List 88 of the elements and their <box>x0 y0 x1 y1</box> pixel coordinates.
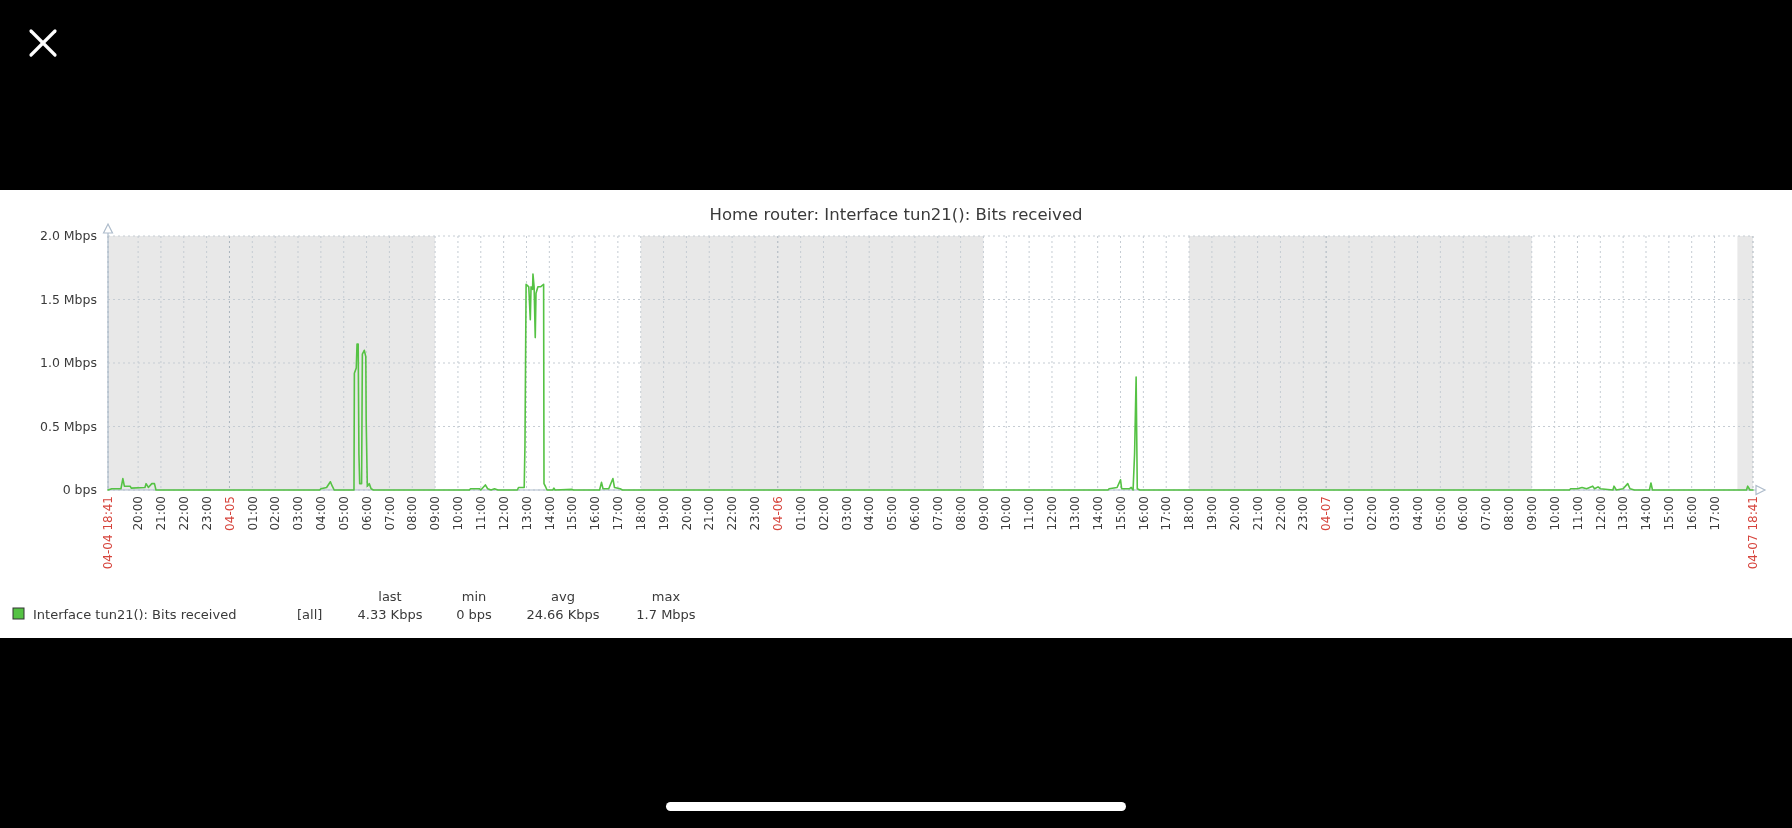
x-tick-label: 14:00 <box>1090 496 1105 531</box>
x-tick-label: 23:00 <box>748 496 763 531</box>
x-tick-label: 03:00 <box>1387 496 1402 531</box>
x-tick-label: 12:00 <box>496 496 511 531</box>
x-tick-label: 06:00 <box>1456 496 1471 531</box>
x-tick-label: 03:00 <box>839 496 854 531</box>
x-tick-label: 01:00 <box>245 496 260 531</box>
x-tick-label: 22:00 <box>176 496 191 531</box>
x-tick-label: 21:00 <box>702 496 717 531</box>
x-tick-label: 04-07 18:41 <box>1746 496 1761 570</box>
x-tick-label: 02:00 <box>1365 496 1380 531</box>
x-tick-label: 19:00 <box>656 496 671 531</box>
y-tick-label: 0 bps <box>62 482 97 498</box>
text: 0 bps <box>456 607 493 622</box>
chart-title: Home router: Interface tun21(): Bits received <box>709 205 1083 224</box>
x-tick-label: 21:00 <box>1250 496 1265 531</box>
x-tick-label: 15:00 <box>1113 496 1128 531</box>
x-tick-label: 04-04 18:41 <box>101 496 116 570</box>
x-tick-label: 09:00 <box>1524 496 1539 531</box>
y-tick-label: 1.5 Mbps <box>39 291 97 307</box>
x-tick-label: 04:00 <box>1410 496 1425 531</box>
x-tick-label: 11:00 <box>473 496 488 531</box>
x-tick-label: 11:00 <box>1022 496 1037 531</box>
x-tick-label: 09:00 <box>976 496 991 531</box>
x-tick-label: 20:00 <box>1227 496 1242 531</box>
x-tick-label: 10:00 <box>1547 496 1562 531</box>
x-tick-label: 22:00 <box>1273 496 1288 531</box>
x-tick-label: 23:00 <box>199 496 214 531</box>
x-tick-label: 10:00 <box>451 496 466 531</box>
x-tick-label: 02:00 <box>816 496 831 531</box>
x-tick-label: 12:00 <box>1045 496 1060 531</box>
text: 24.66 Kbps <box>526 607 600 622</box>
x-tick-label: 18:00 <box>1182 496 1197 531</box>
x-tick-label: 16:00 <box>1684 496 1699 531</box>
x-tick-label: 02:00 <box>268 496 283 531</box>
x-tick-label: 13:00 <box>1616 496 1631 531</box>
text: 1.7 Mbps <box>636 607 696 622</box>
x-tick-label: 20:00 <box>131 496 146 531</box>
x-tick-label: 04-05 <box>222 496 237 531</box>
x-tick-label: 10:00 <box>999 496 1014 531</box>
x-tick-label: 07:00 <box>1479 496 1494 531</box>
x-tick-label: 07:00 <box>930 496 945 531</box>
x-tick-label: 04-07 <box>1319 496 1334 531</box>
x-tick-label: 06:00 <box>359 496 374 531</box>
x-tick-label: 13:00 <box>519 496 534 531</box>
text: min <box>461 589 487 604</box>
x-tick-label: 06:00 <box>908 496 923 531</box>
x-tick-label: 08:00 <box>953 496 968 531</box>
x-tick-label: 03:00 <box>291 496 306 531</box>
text: [all] <box>297 607 323 622</box>
x-tick-label: 07:00 <box>382 496 397 531</box>
x-tick-label: 04:00 <box>862 496 877 531</box>
x-tick-label: 11:00 <box>1570 496 1585 531</box>
x-tick-label: 16:00 <box>1136 496 1151 531</box>
x-tick-label: 01:00 <box>793 496 808 531</box>
y-tick-label: 2.0 Mbps <box>39 228 97 244</box>
x-tick-label: 14:00 <box>542 496 557 531</box>
x-tick-label: 16:00 <box>588 496 603 531</box>
x-tick-label: 15:00 <box>1662 496 1677 531</box>
x-tick-label: 17:00 <box>611 496 626 531</box>
x-tick-label: 05:00 <box>1433 496 1448 531</box>
x-tick-label: 23:00 <box>1296 496 1311 531</box>
y-tick-label: 0.5 Mbps <box>39 418 97 434</box>
x-tick-label: 21:00 <box>154 496 169 531</box>
x-tick-label: 04-06 <box>771 496 785 531</box>
x-tick-label: 05:00 <box>885 496 900 531</box>
x-tick-label: 09:00 <box>428 496 443 531</box>
x-tick-label: 17:00 <box>1707 496 1722 531</box>
x-tick-label: 01:00 <box>1342 496 1357 531</box>
x-tick-label: 22:00 <box>725 496 740 531</box>
x-tick-label: 18:00 <box>633 496 648 531</box>
text: avg <box>551 589 575 604</box>
text: last <box>378 589 402 604</box>
text: 4.33 Kbps <box>357 607 423 622</box>
x-tick-label: 08:00 <box>405 496 420 531</box>
x-tick-label: 12:00 <box>1593 496 1608 531</box>
x-tick-label: 19:00 <box>1205 496 1220 531</box>
text: max <box>651 589 681 604</box>
x-tick-label: 15:00 <box>565 496 580 531</box>
x-tick-label: 17:00 <box>1159 496 1174 531</box>
legend-label: Interface tun21(): Bits received <box>33 606 237 622</box>
x-tick-label: 04:00 <box>314 496 329 531</box>
x-tick-label: 20:00 <box>679 496 694 531</box>
x-tick-label: 13:00 <box>1068 496 1083 531</box>
x-tick-label: 14:00 <box>1639 496 1654 531</box>
x-tick-label: 05:00 <box>336 496 351 531</box>
y-tick-label: 1.0 Mbps <box>39 355 97 371</box>
x-tick-label: 08:00 <box>1502 496 1517 531</box>
